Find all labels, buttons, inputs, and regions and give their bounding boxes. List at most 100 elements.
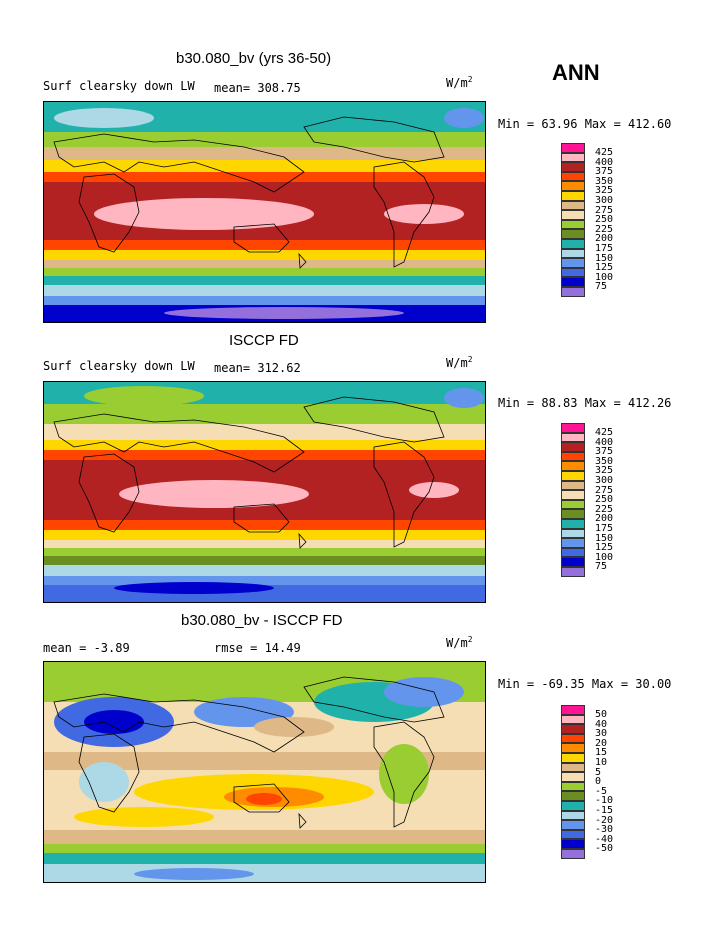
colorbar-label: 200 — [595, 513, 614, 524]
colorbar-swatch — [561, 714, 585, 725]
colorbar-swatch — [561, 267, 585, 278]
panel-1-map — [43, 101, 486, 323]
colorbar-label: 375 — [595, 166, 614, 177]
colorbar-swatch — [561, 829, 585, 840]
colorbar-swatch — [561, 848, 585, 859]
colorbar-label: 250 — [595, 214, 614, 225]
panel-3-colorbar: 50 40 30 20 15 10 5 0 -5 -10 -15 -20 -30… — [561, 705, 613, 859]
colorbar-label: 300 — [595, 195, 614, 206]
colorbar-swatch — [561, 781, 585, 792]
panel-1-minmax: Min = 63.96 Max = 412.60 — [498, 117, 672, 131]
colorbar-label: -10 — [595, 795, 614, 806]
colorbar-swatch — [561, 490, 585, 500]
colorbar-swatch — [561, 152, 585, 163]
colorbar-label: -15 — [595, 805, 614, 816]
colorbar-label: -40 — [595, 834, 614, 845]
panel-3-mean: mean = -3.89 — [43, 641, 130, 655]
colorbar-label: 75 — [595, 281, 608, 292]
colorbar-label: 250 — [595, 494, 614, 505]
colorbar-label: -30 — [595, 824, 614, 835]
colorbar-label: 125 — [595, 262, 614, 273]
colorbar-label: 100 — [595, 272, 614, 283]
panel-2-map — [43, 381, 486, 603]
colorbar-swatch — [561, 423, 585, 433]
panel-3-title: b30.080_bv - ISCCP FD — [181, 612, 343, 629]
panel-1-title: b30.080_bv (yrs 36-50) — [176, 50, 332, 67]
colorbar-swatch — [561, 286, 585, 297]
colorbar-swatch — [561, 733, 585, 744]
panel-2-minmax: Min = 88.83 Max = 412.26 — [498, 396, 672, 410]
colorbar-swatch — [561, 743, 585, 753]
colorbar-label: 0 — [595, 776, 602, 787]
colorbar-label: 425 — [595, 147, 614, 158]
colorbar-label: 75 — [595, 561, 608, 572]
panel-2-map-field — [44, 382, 485, 602]
colorbar-swatch — [561, 248, 585, 259]
panel-2-mean: mean= 312.62 — [214, 361, 301, 375]
panel-3-units: W/m2 — [446, 635, 473, 650]
colorbar-swatch — [561, 238, 585, 249]
colorbar-label: 400 — [595, 437, 614, 448]
colorbar-label: 225 — [595, 224, 614, 235]
colorbar-swatch — [561, 547, 585, 558]
colorbar-label: 100 — [595, 552, 614, 563]
colorbar-label: 400 — [595, 157, 614, 168]
colorbar-swatch — [561, 432, 585, 443]
colorbar-label: 300 — [595, 475, 614, 486]
colorbar-swatch — [561, 229, 585, 239]
colorbar-swatch — [561, 171, 585, 182]
colorbar-swatch — [561, 451, 585, 462]
colorbar-label: 325 — [595, 185, 614, 196]
colorbar-swatch — [561, 724, 585, 734]
colorbar-swatch — [561, 181, 585, 191]
colorbar-label: 425 — [595, 427, 614, 438]
colorbar-label: 275 — [595, 205, 614, 216]
colorbar-label: 325 — [595, 465, 614, 476]
panel-1-map-field — [44, 102, 485, 322]
colorbar-swatch — [561, 705, 585, 715]
panel-3-minmax: Min = -69.35 Max = 30.00 — [498, 677, 672, 691]
panel-1-mean: mean= 308.75 — [214, 81, 301, 95]
colorbar-swatch — [561, 518, 585, 529]
colorbar-label: -50 — [595, 843, 614, 854]
colorbar-swatch — [561, 791, 585, 801]
colorbar-label: 275 — [595, 485, 614, 496]
colorbar-label: 10 — [595, 757, 608, 768]
colorbar-swatch — [561, 190, 585, 201]
panel-1-units: W/m2 — [446, 75, 473, 90]
colorbar-label: 350 — [595, 456, 614, 467]
colorbar-swatch — [561, 277, 585, 287]
colorbar-swatch — [561, 762, 585, 773]
colorbar-swatch — [561, 528, 585, 539]
colorbar-label: 20 — [595, 738, 608, 749]
colorbar-swatch — [561, 752, 585, 763]
colorbar-swatch — [561, 461, 585, 471]
colorbar-swatch — [561, 566, 585, 577]
colorbar-swatch — [561, 557, 585, 567]
colorbar-swatch — [561, 162, 585, 172]
colorbar-swatch — [561, 219, 585, 230]
colorbar-swatch — [561, 800, 585, 811]
colorbar-label: 150 — [595, 533, 614, 544]
colorbar-label: 5 — [595, 767, 602, 778]
colorbar-label: 200 — [595, 233, 614, 244]
colorbar-swatch — [561, 839, 585, 849]
colorbar-swatch — [561, 772, 585, 782]
panel-2-variable-label: Surf clearsky down LW — [43, 359, 195, 373]
panel-3-rmse: rmse = 14.49 — [214, 641, 301, 655]
colorbar-swatch — [561, 499, 585, 510]
colorbar-swatch — [561, 442, 585, 452]
colorbar-swatch — [561, 538, 585, 548]
panel-3-map — [43, 661, 486, 883]
panel-3-map-field — [44, 662, 485, 882]
panel-2-title: ISCCP FD — [229, 332, 299, 349]
colorbar-swatch — [561, 143, 585, 153]
colorbar-swatch — [561, 258, 585, 268]
panel-1-colorbar: 425 400 375 350 325 300 275 250 225 200 … — [561, 143, 613, 297]
colorbar-label: 175 — [595, 243, 614, 254]
colorbar-label: -5 — [595, 786, 608, 797]
colorbar-swatch — [561, 509, 585, 519]
colorbar-swatch — [561, 210, 585, 220]
colorbar-swatch — [561, 810, 585, 821]
season-label: ANN — [552, 60, 600, 85]
